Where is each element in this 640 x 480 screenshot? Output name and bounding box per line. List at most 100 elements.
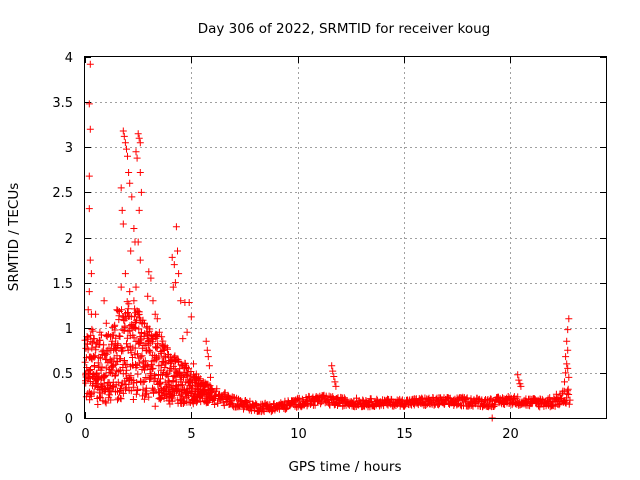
data-point (151, 372, 158, 380)
data-point (85, 172, 93, 180)
y-tick-label: 0.5 (52, 367, 73, 382)
data-point (97, 354, 105, 362)
data-point (116, 388, 123, 396)
data-point (329, 367, 337, 375)
data-point (136, 256, 144, 264)
data-point (515, 376, 523, 384)
data-point (85, 370, 93, 378)
data-point (397, 397, 405, 405)
data-point (145, 268, 153, 276)
data-point (150, 386, 158, 394)
data-point (116, 333, 124, 340)
data-point (307, 400, 314, 408)
y-tick-label: 2.5 (52, 186, 73, 201)
data-point (135, 339, 143, 347)
data-point (155, 328, 163, 336)
data-point (462, 396, 470, 404)
x-tick-label: 20 (502, 427, 519, 442)
data-point (101, 372, 109, 380)
data-point (145, 346, 153, 354)
data-point (143, 387, 151, 395)
data-point (332, 382, 340, 390)
data-point (102, 399, 110, 407)
data-point (164, 387, 172, 395)
data-point (114, 307, 122, 315)
data-point (210, 393, 218, 400)
data-point (295, 394, 303, 402)
y-tick-label: 1.5 (52, 277, 73, 292)
data-point (218, 394, 226, 402)
data-point (134, 130, 142, 138)
data-point (90, 335, 98, 343)
axis-ticks (85, 57, 606, 419)
data-point (104, 388, 112, 396)
data-point (147, 274, 155, 282)
data-point (125, 300, 133, 308)
data-point (102, 364, 110, 372)
data-point (134, 238, 142, 246)
data-point (563, 337, 571, 345)
data-point (124, 309, 131, 316)
x-tick-labels: 0 5 10 15 20 (81, 427, 518, 442)
data-point (90, 388, 98, 396)
data-point (84, 346, 92, 354)
data-point (86, 396, 94, 404)
data-point (161, 364, 169, 371)
data-point (157, 349, 165, 357)
data-point (124, 327, 132, 335)
x-tick-label: 0 (81, 427, 89, 442)
data-point (111, 321, 119, 329)
data-point (151, 402, 159, 410)
data-point (196, 375, 204, 383)
data-point (116, 394, 124, 402)
data-point (150, 389, 157, 397)
data-point (107, 396, 115, 404)
data-point (121, 139, 129, 147)
data-point (561, 378, 568, 386)
data-point (282, 405, 290, 413)
data-point (125, 169, 133, 176)
data-point (205, 362, 213, 370)
data-point (85, 288, 93, 296)
data-point (81, 358, 89, 366)
data-point (565, 373, 573, 381)
data-point (422, 401, 430, 408)
data-point (114, 340, 122, 348)
data-point (151, 310, 159, 318)
data-point (144, 331, 152, 339)
data-point (168, 397, 176, 405)
data-point (565, 315, 573, 323)
data-point (139, 378, 147, 386)
data-point (132, 390, 140, 398)
data-point (126, 288, 134, 296)
data-point (160, 354, 168, 362)
data-point (153, 315, 161, 323)
data-point (148, 365, 156, 373)
data-point (546, 394, 554, 402)
data-point (145, 393, 153, 401)
data-point (259, 406, 267, 414)
data-point (133, 154, 141, 162)
data-point (87, 270, 95, 278)
data-point (164, 351, 172, 359)
data-point (129, 396, 137, 403)
y-tick-label: 0 (65, 412, 73, 427)
data-points (81, 60, 574, 422)
data-point (184, 369, 191, 377)
data-point (373, 395, 381, 403)
data-point (96, 328, 104, 336)
data-point (87, 366, 94, 373)
data-point (114, 396, 121, 404)
data-point (89, 352, 97, 360)
data-point (127, 349, 135, 357)
data-point (155, 371, 162, 378)
data-point (84, 306, 92, 314)
y-tick-label: 3 (65, 141, 73, 156)
data-point (118, 206, 126, 214)
data-point (564, 364, 572, 372)
grid-lines (85, 57, 606, 418)
data-point (85, 205, 93, 213)
data-point (100, 341, 108, 349)
data-point (144, 292, 152, 300)
data-point (123, 145, 130, 153)
